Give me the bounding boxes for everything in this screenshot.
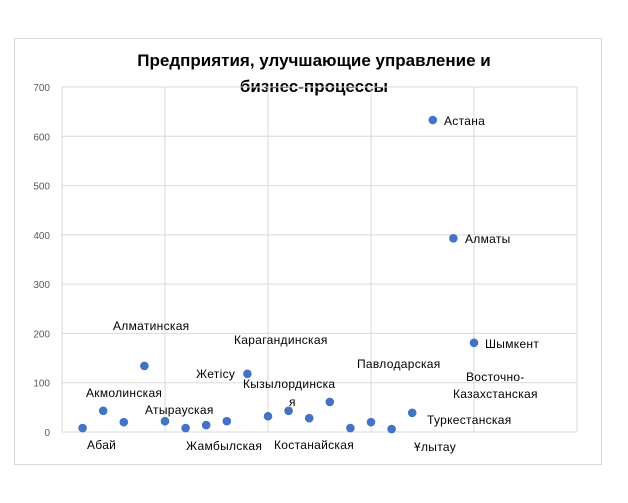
data-point [346,423,355,433]
data-point [366,417,376,427]
y-tick-label: 200 [33,329,50,340]
data-point [119,417,129,427]
data-label: Костанайская [274,438,354,452]
data-label: Жамбылская [186,439,262,453]
data-point [160,416,170,426]
y-tick-label: 400 [33,231,50,242]
data-point [325,397,335,407]
y-tick-label: 0 [44,428,50,439]
data-point [304,413,314,423]
data-label: Астана [444,114,485,128]
data-point [243,369,252,379]
data-point [428,115,438,125]
data-point [78,423,87,433]
data-point [222,416,232,426]
data-label: Павлодарская [357,357,441,371]
data-label: Алматы [465,232,511,246]
data-label: Ұлытау [414,440,456,454]
chart-title-line-1: Предприятия, улучшающие управление и [137,51,491,70]
y-tick-label: 600 [33,132,50,143]
data-point [469,338,479,348]
data-label: Алматинская [113,319,189,333]
y-tick-label: 300 [33,280,50,291]
data-label: Атырауская [145,403,214,417]
data-label: Карагандинская [234,333,328,347]
data-label-wrap: Казахстанская [453,387,538,401]
data-point [201,420,211,430]
chart-area [14,38,602,465]
data-point [263,411,273,421]
data-label: Жетісу [196,367,235,381]
data-label: Кызылординска [243,377,335,391]
data-label-wrap: я [289,395,296,409]
data-point [449,234,458,243]
data-label: Восточно- [466,370,525,384]
y-tick-label: 100 [33,379,50,390]
data-point [181,423,190,433]
data-point [284,406,293,416]
data-label: Туркестанская [427,413,512,427]
data-point [140,361,149,371]
data-label: Акмолинская [86,386,162,400]
data-point [387,424,396,434]
data-label: Абай [87,438,116,452]
y-tick-label: 500 [33,182,50,193]
y-tick-label: 700 [33,83,50,94]
data-label: Шымкент [485,337,539,351]
data-point [407,408,417,418]
data-point [98,406,108,416]
